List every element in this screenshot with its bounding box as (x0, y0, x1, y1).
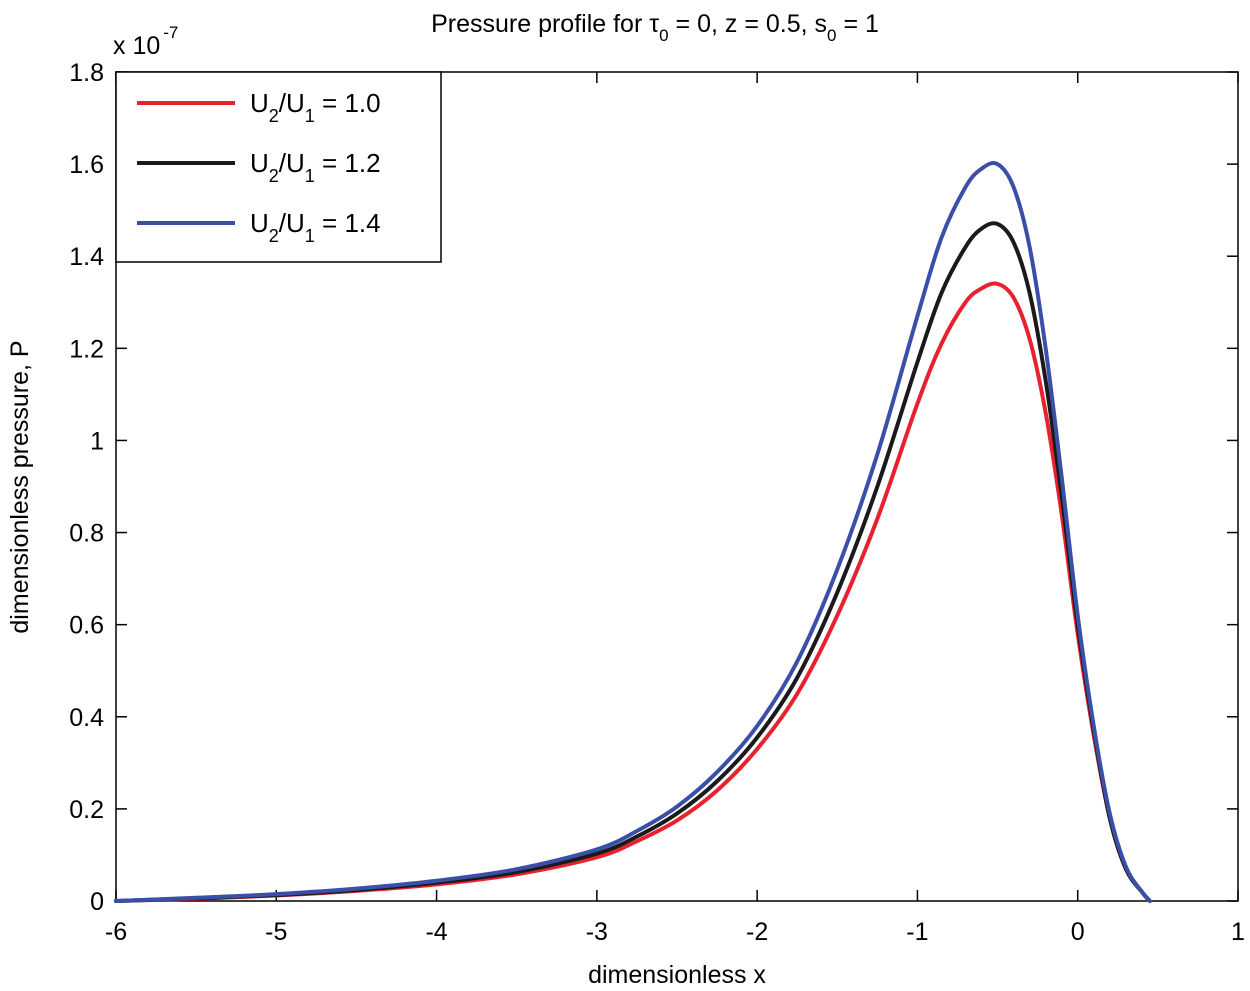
legend-label-2: U2/U1 = 1.2 (250, 148, 381, 186)
y-tick-label: 1.6 (69, 151, 104, 179)
chart-title-middle: = 0, z = 0.5, s (669, 10, 827, 38)
y-tick-label: 0.8 (69, 520, 104, 548)
y-tick-label: 1 (90, 427, 104, 455)
y-tick-label: 1.4 (69, 243, 104, 271)
plot-frame (115, 71, 1239, 902)
y-tick-label: 0.4 (69, 704, 104, 732)
x-tick-label: -6 (105, 918, 127, 946)
series-lines (114, 161, 1152, 903)
legend-label-1: U2/U1 = 1.0 (250, 88, 381, 126)
axis-tick-labels: -6 -5 -4 -3 -2 -1 0 1 0 0.2 0.4 0.6 0.8 1 1.2 1.4 1.6 1.8 (69, 59, 1245, 946)
chart-title-suffix: = 1 (837, 10, 879, 38)
x-tick-label: -4 (425, 918, 447, 946)
x-tick-label: -2 (746, 918, 768, 946)
y-multiplier-exponent: -7 (163, 23, 178, 42)
y-multiplier: x 10 -7 (113, 23, 178, 60)
chart-title-tau: τ (649, 10, 659, 38)
y-tick-label: 0.6 (69, 612, 104, 640)
x-tick-label: 0 (1071, 918, 1085, 946)
series-line-2 (114, 221, 1152, 903)
x-tick-label: -1 (906, 918, 928, 946)
chart-title-tau-sub: 0 (659, 26, 668, 45)
y-multiplier-base: x 10 (113, 32, 160, 60)
series-line-1 (114, 281, 1152, 903)
y-tick-label: 0.2 (69, 796, 104, 824)
y-tick-label: 0 (90, 888, 104, 916)
y-tick-label: 1.2 (69, 335, 104, 363)
series-line-3 (114, 161, 1152, 903)
x-tick-label: -5 (265, 918, 287, 946)
legend: U2/U1 = 1.0 U2/U1 = 1.2 U2/U1 = 1.4 (115, 71, 442, 263)
x-tick-label: -3 (586, 918, 608, 946)
legend-label-3: U2/U1 = 1.4 (250, 208, 381, 246)
y-axis-title: dimensionless pressure, P (6, 340, 34, 633)
y-tick-label: 1.8 (69, 59, 104, 87)
chart-title-prefix: Pressure profile for (431, 10, 649, 38)
x-tick-label: 1 (1231, 918, 1245, 946)
chart-title: Pressure profile for τ0 = 0, z = 0.5, s0… (431, 10, 879, 45)
x-axis-title: dimensionless x (588, 961, 766, 989)
chart-title-s-sub: 0 (827, 26, 836, 45)
